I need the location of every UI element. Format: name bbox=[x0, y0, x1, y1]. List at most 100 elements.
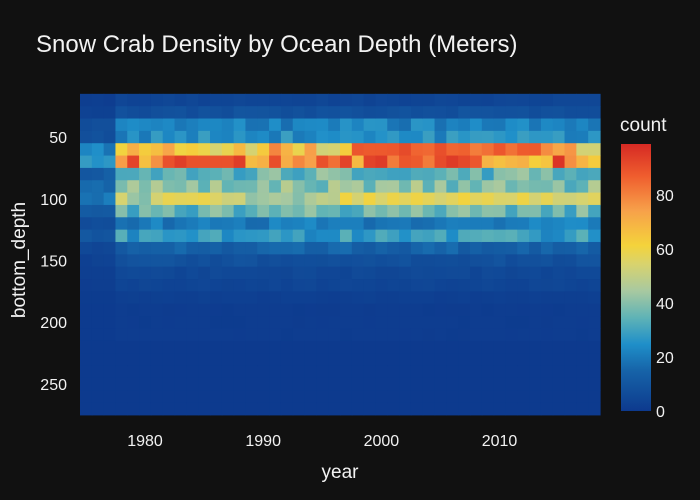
heatmap-cell bbox=[280, 254, 294, 268]
heatmap-cell bbox=[576, 402, 589, 416]
heatmap-cell bbox=[150, 229, 164, 243]
y-tick-label: 150 bbox=[40, 254, 67, 271]
heatmap-cell bbox=[269, 316, 282, 330]
heatmap-cell bbox=[221, 316, 235, 330]
heatmap-cell bbox=[316, 118, 329, 132]
heatmap-cell bbox=[540, 328, 554, 342]
heatmap-cell bbox=[340, 192, 353, 206]
heatmap-cell bbox=[340, 353, 353, 367]
heatmap-cell bbox=[316, 143, 329, 157]
heatmap-cell bbox=[91, 365, 105, 379]
heatmap-cell bbox=[588, 303, 601, 317]
heatmap-cell bbox=[80, 303, 93, 317]
heatmap-cell bbox=[186, 180, 199, 194]
heatmap-cell bbox=[210, 340, 223, 354]
heatmap-cell bbox=[470, 167, 483, 181]
heatmap-cell bbox=[363, 402, 377, 416]
heatmap-cell bbox=[576, 291, 589, 305]
heatmap-cell bbox=[564, 328, 577, 342]
heatmap-cell bbox=[292, 143, 306, 157]
heatmap-cell bbox=[150, 266, 164, 280]
heatmap-cell bbox=[529, 130, 542, 144]
heatmap-cell bbox=[340, 229, 353, 243]
heatmap-cell bbox=[139, 390, 152, 404]
heatmap-cell bbox=[470, 328, 483, 342]
heatmap-cell bbox=[80, 229, 93, 243]
heatmap-cell bbox=[174, 143, 187, 157]
heatmap-cell bbox=[127, 241, 140, 255]
heatmap-cell bbox=[139, 180, 152, 194]
heatmap-cell bbox=[91, 130, 105, 144]
heatmap-cell bbox=[198, 130, 211, 144]
heatmap-cell bbox=[363, 303, 377, 317]
heatmap-cell bbox=[257, 204, 270, 218]
heatmap-cell bbox=[245, 365, 258, 379]
heatmap-cell bbox=[517, 93, 530, 107]
heatmap-cell bbox=[340, 93, 353, 107]
heatmap-cell bbox=[198, 167, 211, 181]
heatmap-cell bbox=[493, 106, 507, 120]
heatmap-cell bbox=[340, 106, 353, 120]
heatmap-cell bbox=[80, 279, 93, 292]
heatmap-cell bbox=[186, 390, 199, 404]
heatmap-cell bbox=[588, 217, 601, 231]
heatmap-cell bbox=[363, 180, 377, 194]
heatmap-cell bbox=[162, 266, 176, 280]
heatmap-cell bbox=[210, 217, 223, 231]
heatmap-cell bbox=[410, 180, 424, 194]
heatmap-cell bbox=[505, 353, 518, 367]
heatmap-cell bbox=[233, 291, 247, 305]
heatmap-cell bbox=[576, 377, 589, 391]
heatmap-cell bbox=[233, 180, 247, 194]
heatmap-cell bbox=[481, 353, 495, 367]
heatmap-cell bbox=[91, 390, 105, 404]
x-axis-title: year bbox=[322, 462, 360, 483]
heatmap-cell bbox=[422, 217, 436, 231]
heatmap-cell bbox=[434, 204, 447, 218]
heatmap-cell bbox=[139, 118, 152, 132]
y-axis-title: bottom_depth bbox=[9, 202, 30, 318]
heatmap-cell bbox=[162, 316, 176, 330]
heatmap-cell bbox=[186, 217, 199, 231]
heatmap-cell bbox=[505, 106, 518, 120]
heatmap-cell bbox=[434, 143, 447, 157]
heatmap-cell bbox=[363, 167, 377, 181]
heatmap-cell bbox=[198, 254, 211, 268]
heatmap-cell bbox=[210, 402, 223, 416]
heatmap-cell bbox=[127, 106, 140, 120]
heatmap-cell bbox=[540, 279, 554, 292]
heatmap-cell bbox=[552, 291, 566, 305]
heatmap-cell bbox=[139, 217, 152, 231]
heatmap-cell bbox=[351, 229, 365, 243]
heatmap-cell bbox=[150, 328, 164, 342]
heatmap-cell bbox=[174, 106, 187, 120]
heatmap-cell bbox=[493, 377, 507, 391]
heatmap-cell bbox=[103, 118, 117, 132]
heatmap-cell bbox=[363, 353, 377, 367]
heatmap-cell bbox=[552, 229, 566, 243]
heatmap-cell bbox=[387, 365, 400, 379]
heatmap-cell bbox=[576, 328, 589, 342]
heatmap-cell bbox=[269, 377, 282, 391]
heatmap-cell bbox=[410, 390, 424, 404]
heatmap-cell bbox=[127, 365, 140, 379]
colorbar-tick-label: 0 bbox=[656, 404, 665, 421]
heatmap-cell bbox=[316, 241, 329, 255]
heatmap-cell bbox=[80, 365, 93, 379]
heatmap-cell bbox=[186, 143, 199, 157]
heatmap-cell bbox=[304, 340, 317, 354]
heatmap-cell bbox=[198, 365, 211, 379]
heatmap-cell bbox=[115, 377, 128, 391]
heatmap-cell bbox=[588, 328, 601, 342]
heatmap-cell bbox=[493, 204, 507, 218]
heatmap-cell bbox=[434, 167, 447, 181]
heatmap-cell bbox=[233, 266, 247, 280]
heatmap-cell bbox=[280, 229, 294, 243]
heatmap-cell bbox=[410, 192, 424, 206]
heatmap-cell bbox=[174, 93, 187, 107]
heatmap-cell bbox=[198, 291, 211, 305]
heatmap-cell bbox=[210, 143, 223, 157]
heatmap-cell bbox=[150, 106, 164, 120]
heatmap-cell bbox=[363, 229, 377, 243]
heatmap-cell bbox=[292, 118, 306, 132]
